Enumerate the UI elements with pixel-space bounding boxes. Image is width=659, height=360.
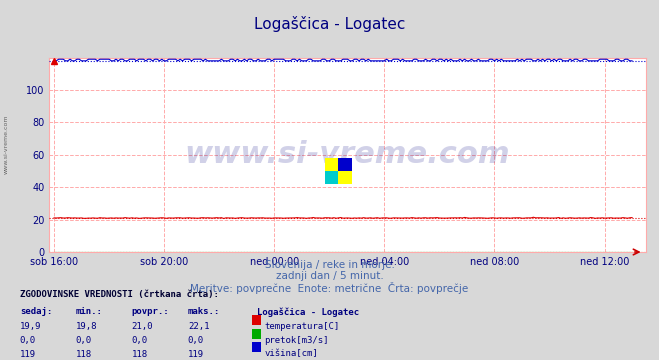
Text: 0,0: 0,0 [20,336,36,345]
Text: 119: 119 [188,350,204,359]
Text: 0,0: 0,0 [132,336,148,345]
Text: min.:: min.: [76,307,103,316]
Text: 0,0: 0,0 [188,336,204,345]
Text: 19,9: 19,9 [20,322,42,331]
Text: www.si-vreme.com: www.si-vreme.com [3,114,9,174]
Text: 19,8: 19,8 [76,322,98,331]
Text: višina[cm]: višina[cm] [264,350,318,359]
Bar [339,158,352,171]
Bar [325,158,339,171]
Text: Slovenija / reke in morje.: Slovenija / reke in morje. [264,260,395,270]
Text: pretok[m3/s]: pretok[m3/s] [264,336,329,345]
Text: zadnji dan / 5 minut.: zadnji dan / 5 minut. [275,271,384,281]
Text: Logaščica - Logatec: Logaščica - Logatec [254,16,405,32]
Text: 21,0: 21,0 [132,322,154,331]
Text: sedaj:: sedaj: [20,307,52,316]
Text: povpr.:: povpr.: [132,307,169,316]
Text: temperatura[C]: temperatura[C] [264,322,339,331]
Text: 22,1: 22,1 [188,322,210,331]
Text: Meritve: povprečne  Enote: metrične  Črta: povprečje: Meritve: povprečne Enote: metrične Črta:… [190,282,469,293]
Text: 118: 118 [76,350,92,359]
Text: ZGODOVINSKE VREDNOSTI (črtkana črta):: ZGODOVINSKE VREDNOSTI (črtkana črta): [20,290,219,299]
Text: 119: 119 [20,350,36,359]
Text: 118: 118 [132,350,148,359]
Text: Logaščica - Logatec: Logaščica - Logatec [257,307,359,316]
Text: www.si-vreme.com: www.si-vreme.com [185,140,511,169]
Bar [325,171,339,184]
Text: maks.:: maks.: [188,307,220,316]
Bar [339,171,352,184]
Text: 0,0: 0,0 [76,336,92,345]
